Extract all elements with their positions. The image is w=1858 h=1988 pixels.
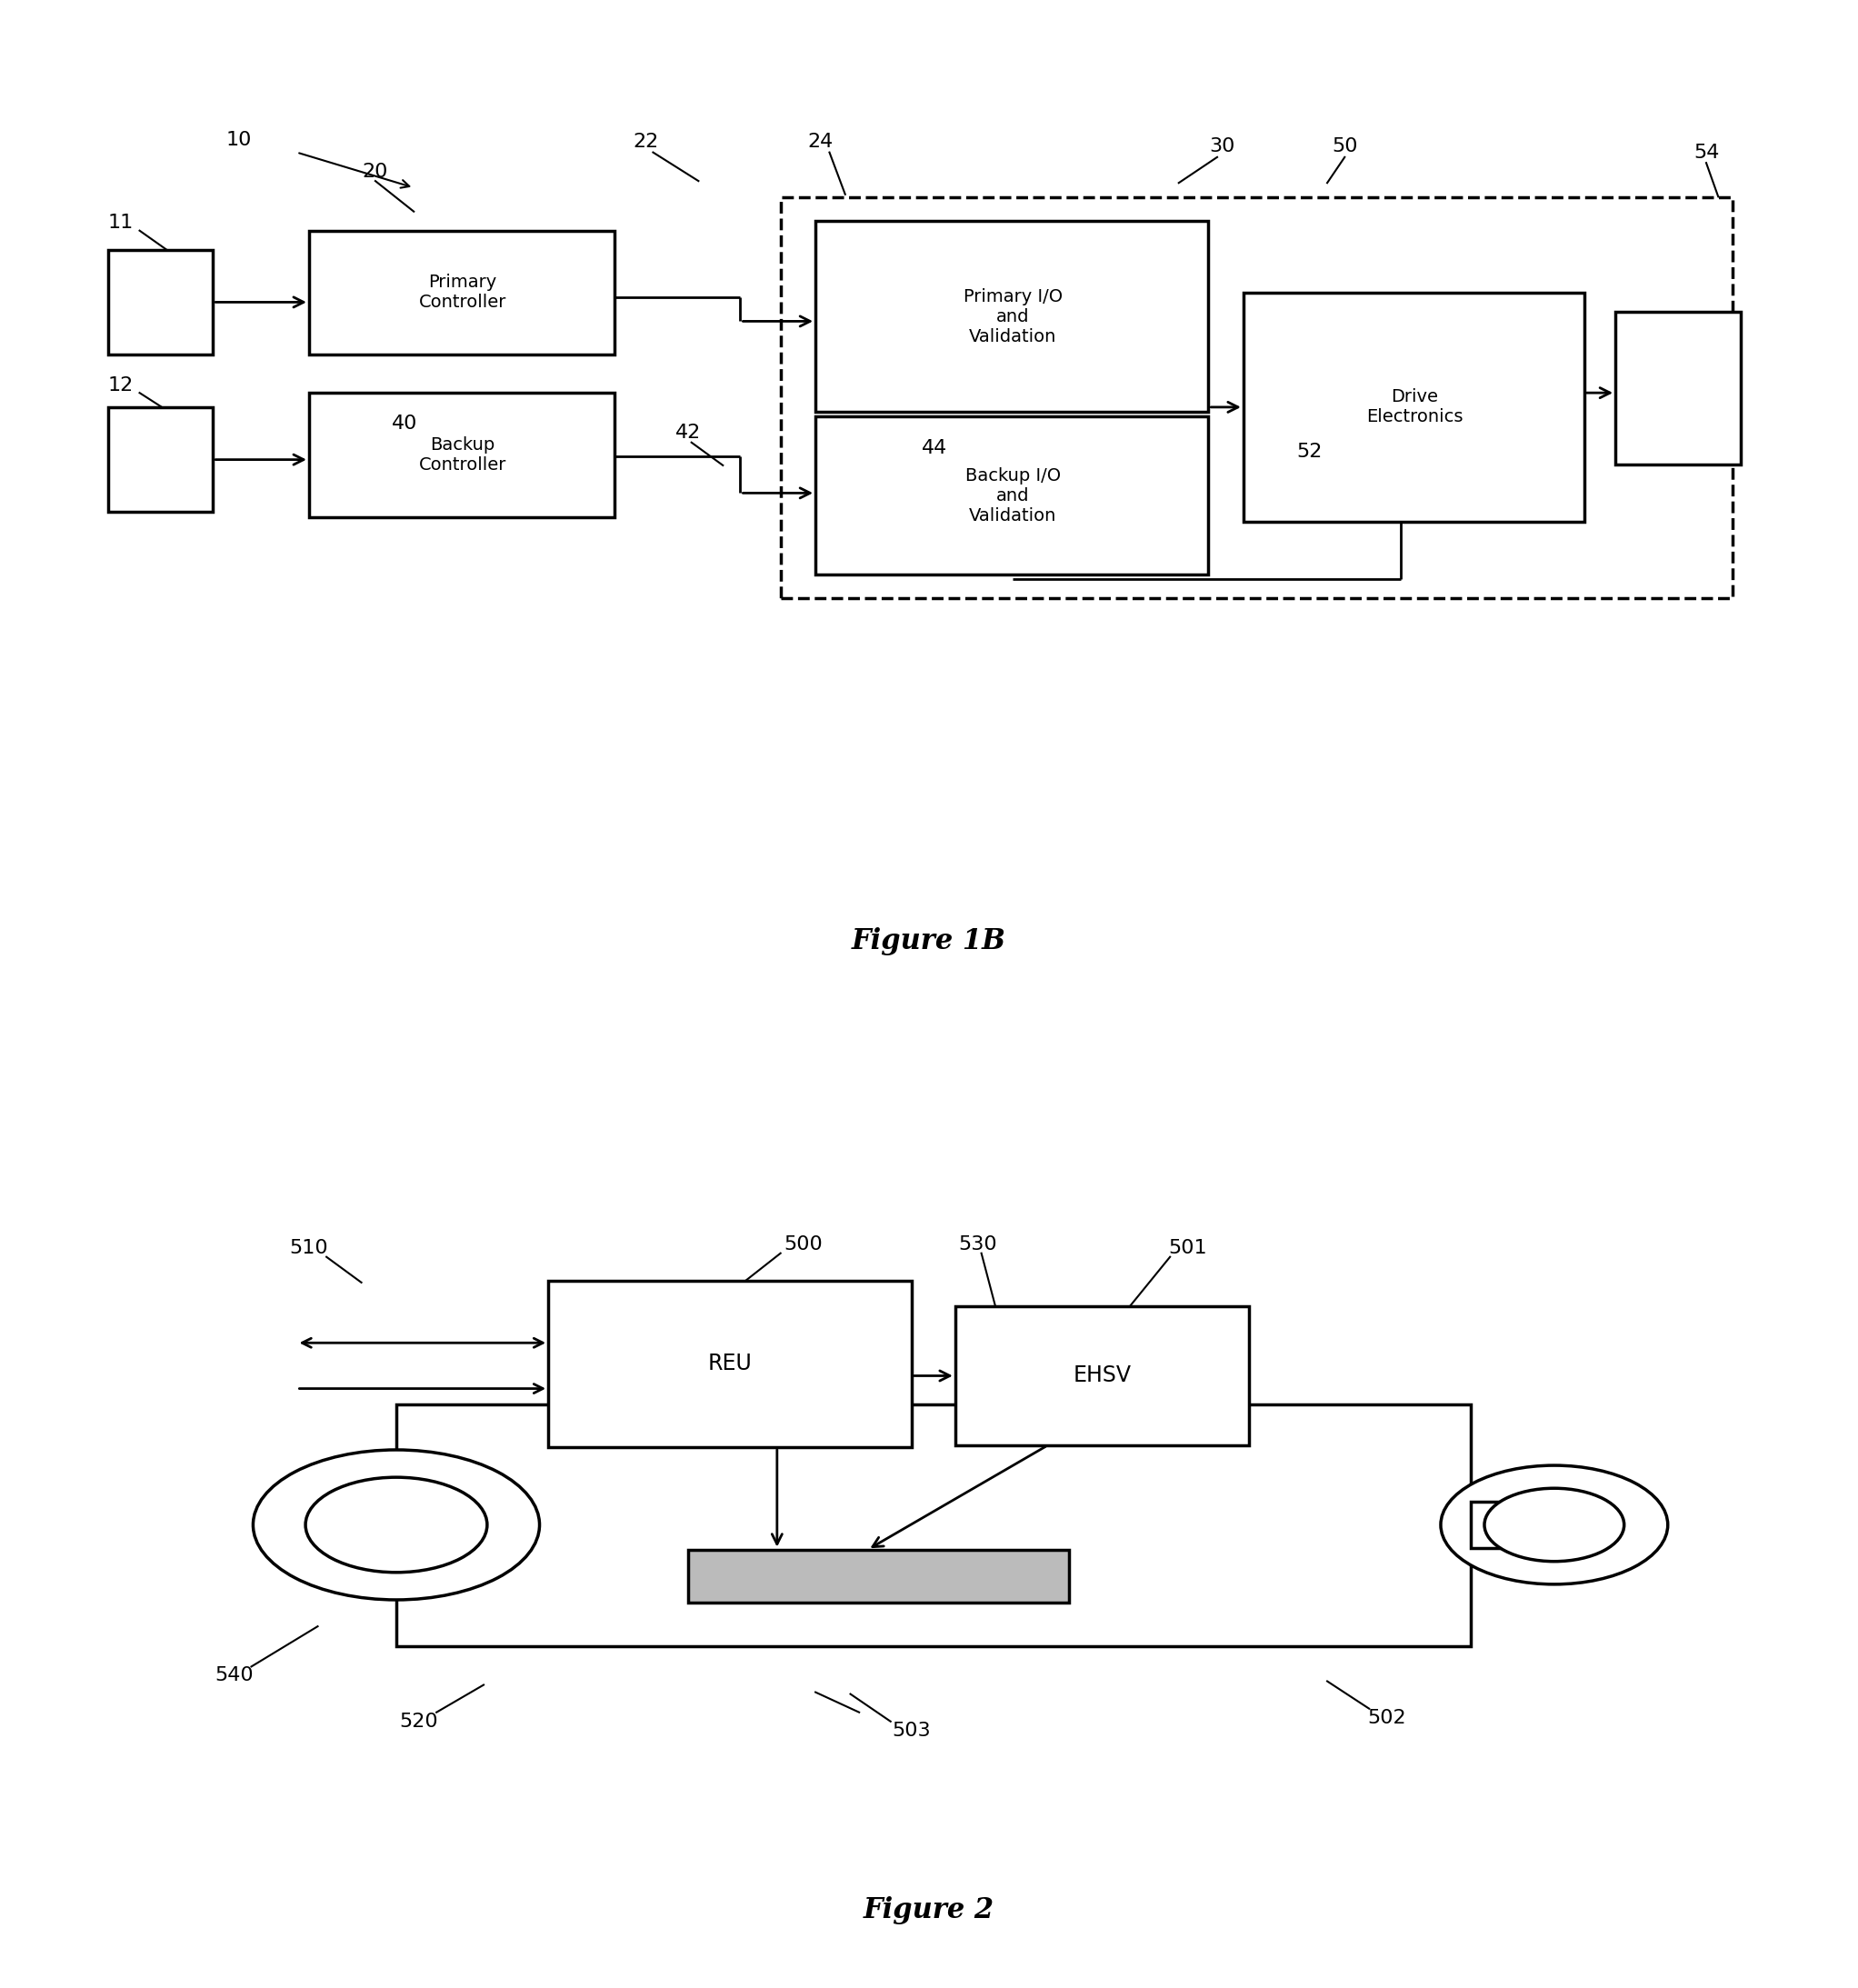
- Text: 530: 530: [959, 1235, 998, 1252]
- Text: 30: 30: [1210, 137, 1236, 155]
- Bar: [548, 1280, 912, 1447]
- Bar: [308, 231, 615, 354]
- Bar: [108, 408, 214, 513]
- Text: Figure 1B: Figure 1B: [851, 928, 1007, 956]
- Circle shape: [1485, 1489, 1624, 1561]
- Text: 540: 540: [214, 1666, 253, 1684]
- Text: 501: 501: [1169, 1239, 1208, 1256]
- Text: 510: 510: [290, 1239, 329, 1256]
- Bar: [396, 1404, 1470, 1646]
- Text: Primary I/O
and
Validation: Primary I/O and Validation: [962, 288, 1063, 346]
- Text: 42: 42: [674, 423, 700, 441]
- Text: 12: 12: [108, 376, 134, 394]
- Text: 503: 503: [892, 1722, 931, 1740]
- Text: 54: 54: [1693, 143, 1719, 161]
- Bar: [687, 1549, 1068, 1602]
- Text: 44: 44: [922, 439, 948, 457]
- Text: Figure 2: Figure 2: [864, 1897, 994, 1924]
- Bar: [1615, 312, 1741, 465]
- Text: EHSV: EHSV: [1072, 1366, 1132, 1388]
- Bar: [816, 221, 1208, 412]
- Text: 520: 520: [399, 1712, 438, 1730]
- Text: 52: 52: [1297, 443, 1323, 461]
- Text: Primary
Controller: Primary Controller: [418, 274, 507, 312]
- Text: 10: 10: [227, 131, 253, 149]
- Bar: [1470, 1503, 1555, 1549]
- Text: Backup I/O
and
Validation: Backup I/O and Validation: [964, 467, 1061, 525]
- Bar: [780, 197, 1732, 598]
- Bar: [108, 250, 214, 354]
- Text: 24: 24: [808, 133, 834, 151]
- Bar: [955, 1306, 1249, 1445]
- Text: Backup
Controller: Backup Controller: [418, 435, 507, 473]
- Bar: [308, 394, 615, 517]
- Text: 40: 40: [392, 414, 418, 433]
- Text: REU: REU: [708, 1354, 752, 1376]
- Text: Drive
Electronics: Drive Electronics: [1366, 388, 1462, 425]
- Text: 50: 50: [1332, 137, 1358, 155]
- Text: 500: 500: [784, 1235, 823, 1252]
- Text: 22: 22: [634, 133, 660, 151]
- Text: 11: 11: [108, 215, 134, 233]
- Text: 502: 502: [1367, 1710, 1407, 1728]
- Bar: [1243, 292, 1583, 521]
- Text: 20: 20: [362, 163, 388, 181]
- Circle shape: [253, 1449, 539, 1600]
- Circle shape: [1440, 1465, 1668, 1584]
- Bar: [816, 417, 1208, 575]
- Circle shape: [305, 1477, 487, 1573]
